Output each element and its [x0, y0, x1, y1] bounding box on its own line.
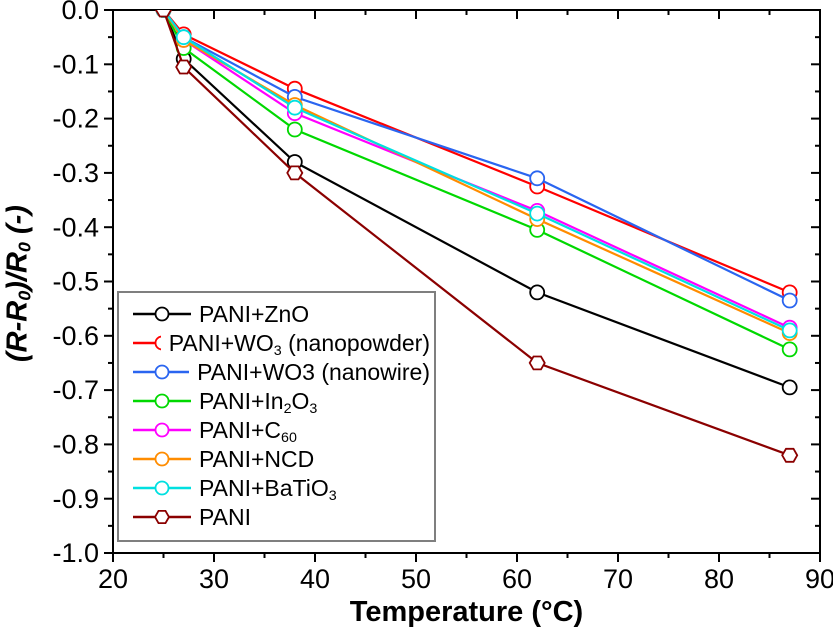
- y-tick-label: -0.8: [52, 430, 99, 460]
- legend: PANI+ZnO PANI+WO3 (nanopowder) PANI+WO3 (n…: [117, 291, 436, 542]
- y-axis-title-segment: (: [1, 352, 34, 362]
- legend-item: PANI+C60: [133, 416, 430, 446]
- y-axis-title: (R-R0)/R0 (-): [2, 34, 35, 534]
- y-tick-label: -0.6: [52, 321, 99, 351]
- data-point: [529, 284, 546, 301]
- legend-label: PANI+ZnO: [199, 300, 310, 327]
- data-point: [781, 447, 799, 463]
- y-axis-title-segment: R: [1, 331, 34, 353]
- legend-item: PANI+WO3 (nanowire): [133, 359, 430, 385]
- data-point: [175, 29, 192, 46]
- x-tick-label: 70: [603, 564, 633, 594]
- legend-marker-circle-icon: [133, 364, 190, 380]
- legend-marker-circle-icon: [133, 480, 191, 496]
- legend-marker-circle-icon: [133, 335, 161, 351]
- y-tick-label: -0.9: [52, 484, 99, 514]
- series-line-pani-batio3: [162, 10, 791, 332]
- data-point: [781, 292, 798, 309]
- y-axis-title-segment: 0: [14, 290, 35, 301]
- data-point: [781, 322, 798, 339]
- data-point: [781, 341, 798, 358]
- legend-label: PANI+WO3 (nanopowder): [168, 329, 430, 359]
- x-tick-label: 30: [199, 564, 229, 594]
- legend-label: PANI+WO3 (nanowire): [197, 358, 430, 385]
- legend-label: PANI+BaTiO3: [199, 474, 337, 504]
- y-tick-label: -0.4: [52, 212, 99, 242]
- data-point: [286, 165, 304, 181]
- y-axis-title-segment: 0: [14, 242, 35, 253]
- x-tick-label: 60: [502, 564, 532, 594]
- series-line-pani-wo3-nanowire-: [162, 10, 791, 302]
- y-tick-label: 0.0: [61, 0, 99, 25]
- y-tick-label: -0.3: [52, 158, 99, 188]
- x-tick-label: 80: [704, 564, 734, 594]
- legend-label: PANI+NCD: [199, 445, 315, 472]
- data-point: [286, 121, 303, 138]
- y-axis-title-segment: )/: [1, 273, 34, 291]
- legend-marker-circle-icon: [133, 451, 191, 467]
- legend-item: PANI: [133, 504, 430, 530]
- legend-label: PANI+In2O3: [199, 387, 318, 417]
- y-axis-title-segment: R: [1, 300, 34, 322]
- x-tick-label: 50: [401, 564, 431, 594]
- legend-marker-circle-icon: [133, 306, 191, 322]
- legend-item: PANI+BaTiO3: [133, 474, 430, 504]
- x-tick-label: 90: [805, 564, 833, 594]
- y-tick-label: -0.5: [52, 267, 99, 297]
- data-point: [529, 170, 546, 187]
- legend-marker-hexagon-icon: [133, 510, 191, 525]
- legend-marker-circle-icon: [133, 393, 191, 409]
- data-point: [154, 10, 173, 18]
- data-point: [528, 355, 546, 371]
- y-tick-label: -0.7: [52, 375, 99, 405]
- x-axis-title: Temperature (°C): [349, 596, 584, 628]
- y-tick-label: -1.0: [52, 538, 99, 568]
- legend-label: PANI+C60: [199, 416, 297, 446]
- y-tick-label: -0.1: [52, 49, 99, 79]
- x-tick-label: 40: [300, 564, 330, 594]
- legend-marker-circle-icon: [133, 422, 191, 438]
- x-tick-label: 20: [98, 564, 128, 594]
- y-axis-title-segment: R: [1, 252, 34, 274]
- y-axis-title-segment: -: [1, 321, 34, 332]
- y-axis-title-segment: (-): [1, 205, 34, 243]
- y-tick-label: -0.2: [52, 104, 99, 134]
- legend-item: PANI+In2O3: [133, 387, 430, 417]
- series-line-pani-wo3-nanopowder-: [162, 10, 791, 294]
- legend-item: PANI+NCD: [133, 446, 430, 472]
- legend-item: PANI+WO3 (nanopowder): [133, 329, 430, 359]
- legend-item: PANI+ZnO: [133, 301, 430, 327]
- data-point: [529, 205, 546, 222]
- legend-label: PANI: [199, 503, 251, 530]
- data-point: [175, 59, 193, 75]
- series-line-pani-c60: [162, 10, 791, 329]
- data-point: [286, 99, 303, 116]
- series-group: [154, 10, 799, 463]
- data-point: [781, 379, 798, 396]
